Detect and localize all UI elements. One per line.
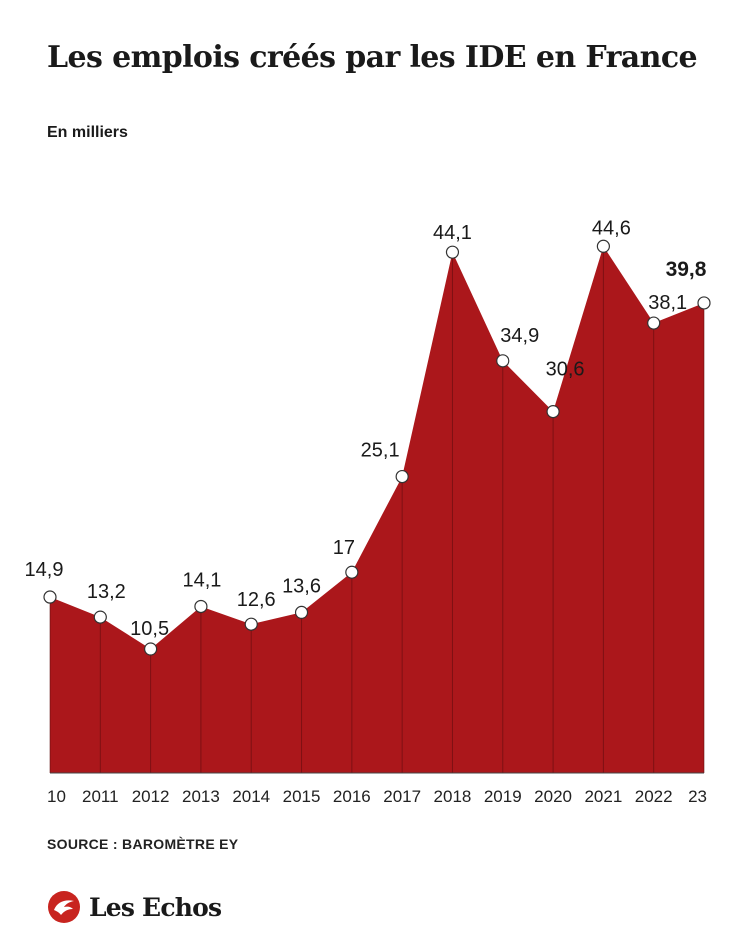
data-label: 44,6 [592,217,631,239]
data-label: 25,1 [361,440,400,462]
x-tick-label: 2017 [383,787,421,806]
x-tick-label: 2021 [584,787,622,806]
x-tick-label: 2018 [434,787,472,806]
data-label: 38,1 [648,292,687,314]
data-point [244,617,258,631]
data-label: 34,9 [500,325,539,347]
data-point [144,642,158,656]
data-label: 39,8 [666,258,707,281]
x-tick-label: 2022 [635,787,673,806]
data-point [93,610,107,624]
x-tick-label: 2016 [333,787,371,806]
x-tick-label: 2020 [534,787,572,806]
data-point [697,296,711,310]
data-point [445,245,460,259]
area-fill [50,246,704,774]
x-tick-label: 2011 [82,787,119,806]
x-tick-label: 2014 [232,787,270,806]
data-label: 14,1 [182,569,221,591]
data-label: 13,2 [87,581,126,603]
data-point [496,354,510,368]
x-tick-label: 2019 [484,787,522,806]
source-note: SOURCE : BAROMÈTRE EY [47,836,239,852]
data-point [194,599,208,614]
data-point [345,565,359,579]
x-tick-label: 10 [47,787,66,806]
data-label: 30,6 [546,359,585,381]
data-label: 13,6 [282,575,321,597]
les-echos-logo: Les Echos [47,890,222,924]
x-tick-label: 23 [688,787,707,806]
data-point [596,239,610,253]
data-point [647,316,661,330]
les-echos-logo-icon [48,891,80,923]
x-tick-label: 2012 [132,787,170,806]
area-chart: 14,9 13,210,5 14,1 12,6 13,6 17 25,1 44,1 34,9 30… [25,217,711,806]
data-point [294,605,309,619]
data-point [395,469,409,484]
brand-name: Les Echos [89,892,222,922]
data-label: 10,5 [130,618,169,640]
data-point [43,590,57,604]
data-label: 12,6 [237,589,276,611]
data-point [546,405,560,419]
data-label: 14,9 [25,559,64,581]
chart-unit-label: En milliers [47,124,128,141]
chart-title: Les emplois créés par les IDE en France [47,40,698,75]
data-label: 44,1 [433,222,472,244]
data-label: 17 [333,537,355,559]
x-tick-label: 2013 [182,787,220,806]
x-tick-label: 2015 [283,787,321,806]
